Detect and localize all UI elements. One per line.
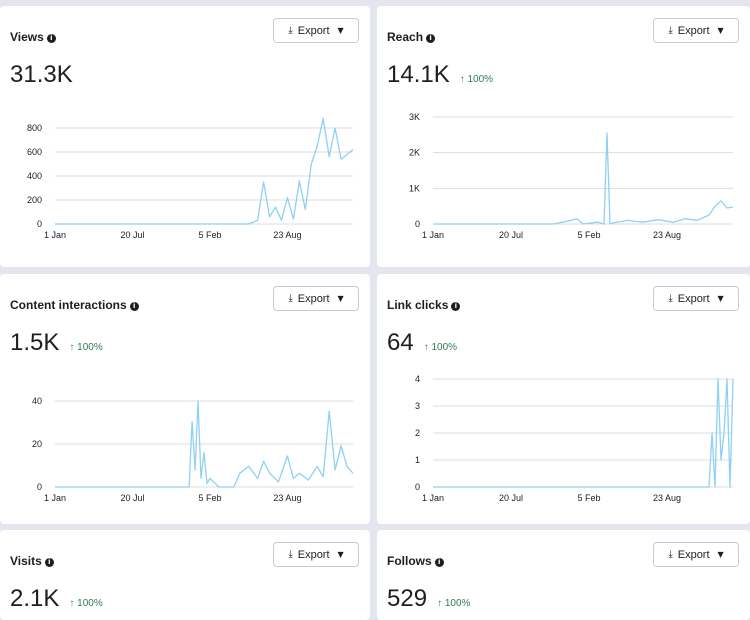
caret-down-icon: ▼ (337, 550, 344, 559)
card-title: Link clicks i (387, 298, 461, 312)
card-title: Follows i (387, 554, 444, 568)
y-tick-label: 0 (37, 482, 42, 492)
download-icon: ⤓ (288, 25, 293, 36)
visits-card: Visits i ⤓ Export ▼ 2.1K ↑ 100% (0, 530, 370, 620)
series-line (433, 378, 734, 488)
info-icon[interactable]: i (129, 302, 139, 311)
caret-down-icon: ▼ (717, 26, 724, 35)
caret-down-icon: ▼ (717, 294, 724, 303)
metric-value: 2.1K (10, 585, 60, 612)
arrow-up-icon: ↑ (69, 598, 75, 609)
y-tick-label: 0 (37, 219, 42, 229)
download-icon: ⤓ (288, 549, 293, 560)
card-title: Content interactions i (10, 298, 139, 312)
y-tick-label: 20 (32, 439, 42, 449)
x-tick-label: 23 Aug (273, 493, 301, 503)
x-tick-label: 20 Jul (499, 493, 523, 503)
x-tick-label: 1 Jan (44, 493, 66, 503)
arrow-up-icon: ↑ (423, 342, 429, 353)
caret-down-icon: ▼ (337, 26, 344, 35)
x-tick-label: 23 Aug (653, 493, 681, 503)
download-icon: ⤓ (668, 25, 673, 36)
metric-value: 529 (387, 585, 428, 612)
y-tick-label: 40 (32, 396, 42, 406)
content-interactions-chart: 0 20 40 1 Jan 20 Jul 5 Feb 23 Aug (32, 396, 354, 503)
info-icon[interactable]: i (46, 34, 56, 43)
y-tick-label: 0 (415, 482, 420, 492)
x-tick-label: 5 Feb (577, 493, 600, 503)
info-icon[interactable]: i (426, 34, 436, 43)
series-line (55, 400, 354, 488)
change-badge: ↑ 100% (69, 598, 103, 609)
caret-down-icon: ▼ (717, 550, 724, 559)
metric-value: 31.3K (10, 61, 73, 88)
change-badge: ↑ 100% (423, 342, 458, 353)
x-tick-label: 1 Jan (422, 230, 444, 240)
views-card: Views i ⤓ Export ▼ 31.3K 0 200 400 600 800 1 Jan… (0, 6, 370, 267)
download-icon: ⤓ (668, 549, 673, 560)
change-badge: ↑ 100% (69, 342, 103, 353)
card-title: Visits i (10, 554, 54, 568)
x-tick-label: 20 Jul (120, 230, 144, 240)
y-tick-label: 3K (409, 112, 420, 122)
export-button[interactable]: ⤓ Export ▼ (273, 286, 359, 311)
y-tick-label: 400 (27, 171, 42, 181)
follows-card: Follows i ⤓ Export ▼ 529 ↑ 100% (377, 530, 750, 620)
change-badge: ↑ 100% (459, 74, 494, 85)
card-title: Reach i (387, 30, 436, 44)
reach-card: Reach i ⤓ Export ▼ 14.1K ↑ 100% 0 1K 2K 3K 1 Jan… (377, 6, 750, 267)
y-tick-label: 800 (27, 123, 42, 133)
content-interactions-card: Content interactions i ⤓ Export ▼ 1.5K ↑ 100… (0, 274, 370, 524)
download-icon: ⤓ (668, 293, 673, 304)
x-tick-label: 23 Aug (273, 230, 301, 240)
x-tick-label: 20 Jul (499, 230, 523, 240)
x-tick-label: 23 Aug (653, 230, 681, 240)
x-tick-label: 20 Jul (120, 493, 144, 503)
card-title: Views i (10, 30, 56, 44)
series-line (433, 132, 734, 225)
download-icon: ⤓ (288, 293, 293, 304)
y-tick-label: 600 (27, 147, 42, 157)
x-tick-label: 5 Feb (577, 230, 600, 240)
link-clicks-card: Link clicks i ⤓ Export ▼ 64 ↑ 100% 0 1 2 3 4 1 Ja… (377, 274, 750, 524)
metric-value: 14.1K (387, 61, 450, 88)
change-badge: ↑ 100% (437, 598, 471, 609)
export-button[interactable]: ⤓ Export ▼ (273, 18, 359, 43)
metric-value: 1.5K (10, 329, 60, 356)
y-tick-label: 2K (409, 148, 420, 158)
info-icon[interactable]: i (451, 302, 461, 311)
y-tick-label: 2 (415, 428, 420, 438)
info-icon[interactable]: i (44, 558, 54, 567)
arrow-up-icon: ↑ (459, 74, 465, 85)
export-button[interactable]: ⤓ Export ▼ (653, 18, 739, 43)
y-tick-label: 1K (409, 183, 420, 193)
y-tick-label: 0 (415, 219, 420, 229)
y-tick-label: 200 (27, 195, 42, 205)
x-tick-label: 5 Feb (198, 493, 221, 503)
arrow-up-icon: ↑ (69, 342, 75, 353)
link-clicks-chart: 0 1 2 3 4 1 Jan 20 Jul 5 Feb 23 Aug (415, 374, 734, 503)
y-tick-label: 1 (415, 455, 420, 465)
y-tick-label: 4 (415, 374, 420, 384)
metric-value: 64 (387, 329, 414, 356)
reach-chart: 0 1K 2K 3K 1 Jan 20 Jul 5 Feb 23 Aug (409, 112, 734, 240)
export-button[interactable]: ⤓ Export ▼ (653, 542, 739, 567)
export-button[interactable]: ⤓ Export ▼ (653, 286, 739, 311)
arrow-up-icon: ↑ (437, 598, 443, 609)
caret-down-icon: ▼ (337, 294, 344, 303)
views-chart: 0 200 400 600 800 1 Jan 20 Jul 5 Feb 23 Aug (27, 117, 354, 240)
series-line (55, 117, 354, 225)
info-icon[interactable]: i (434, 558, 444, 567)
x-tick-label: 1 Jan (422, 493, 444, 503)
x-tick-label: 1 Jan (44, 230, 66, 240)
export-button[interactable]: ⤓ Export ▼ (273, 542, 359, 567)
y-tick-label: 3 (415, 401, 420, 411)
x-tick-label: 5 Feb (198, 230, 221, 240)
